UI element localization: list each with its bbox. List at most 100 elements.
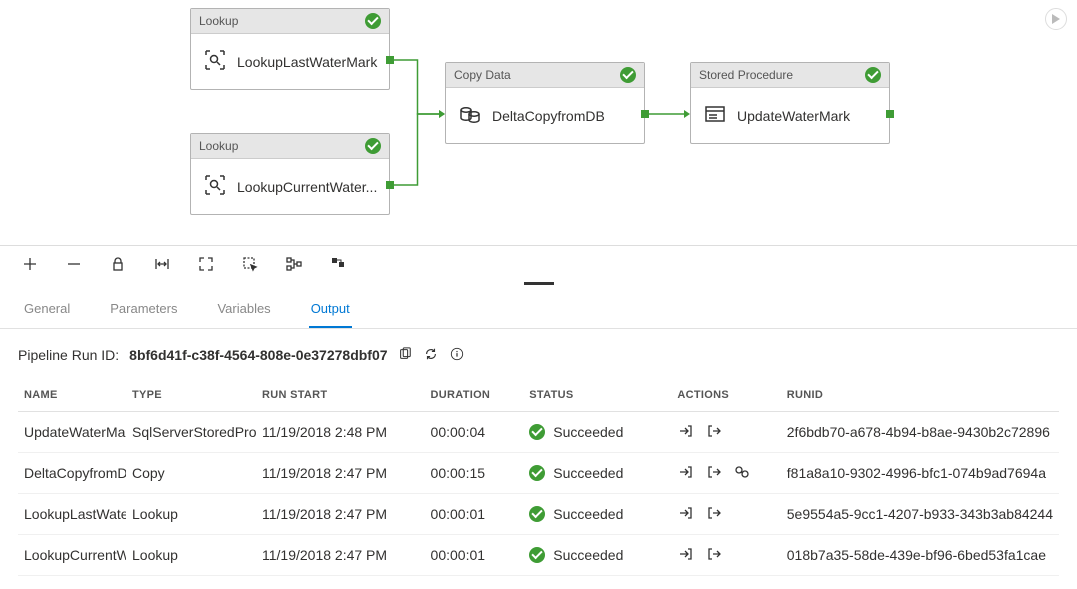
lookup-icon <box>203 173 227 200</box>
details-action-icon[interactable] <box>733 463 751 481</box>
column-header-actions[interactable]: ACTIONS <box>671 379 780 412</box>
success-status-icon <box>529 465 545 481</box>
column-header-runid[interactable]: RUNID <box>781 379 1059 412</box>
input-action-icon[interactable] <box>677 422 695 440</box>
cell-type: Lookup <box>126 535 256 576</box>
cell-type: SqlServerStoredProcedure <box>126 412 256 453</box>
tab-output[interactable]: Output <box>309 295 352 328</box>
node-type-label: Copy Data <box>454 68 511 82</box>
cell-runid: f81a8a10-9302-4996-bfc1-074b9ad7694a <box>781 453 1059 494</box>
cell-name: DeltaCopyfromDB <box>18 453 126 494</box>
success-status-icon <box>365 138 381 154</box>
cell-type: Lookup <box>126 494 256 535</box>
add-icon[interactable] <box>22 256 38 272</box>
node-header: Stored Procedure <box>691 63 889 88</box>
canvas-toolbar <box>0 245 1077 282</box>
pipeline-run-info: Pipeline Run ID: 8bf6d41f-c38f-4564-808e… <box>0 329 1077 373</box>
cell-duration: 00:00:01 <box>425 494 524 535</box>
auto-align-icon[interactable] <box>286 256 302 272</box>
activity-node-n2[interactable]: Lookup LookupCurrentWater... <box>190 133 390 215</box>
input-action-icon[interactable] <box>677 463 695 481</box>
node-body: DeltaCopyfromDB <box>446 88 644 143</box>
cell-status: Succeeded <box>523 535 671 576</box>
success-status-icon <box>529 506 545 522</box>
success-status-icon <box>529 547 545 563</box>
sproc-icon <box>703 102 727 129</box>
info-icon[interactable] <box>450 347 466 363</box>
output-port[interactable] <box>886 110 894 118</box>
fit-screen-icon[interactable] <box>198 256 214 272</box>
node-body: UpdateWaterMark <box>691 88 889 143</box>
tab-variables[interactable]: Variables <box>215 295 272 328</box>
cell-actions <box>671 494 780 535</box>
output-port[interactable] <box>386 181 394 189</box>
cell-type: Copy <box>126 453 256 494</box>
cell-runid: 018b7a35-58de-439e-bf96-6bed53fa1cae <box>781 535 1059 576</box>
fit-width-icon[interactable] <box>154 256 170 272</box>
refresh-icon[interactable] <box>424 347 440 363</box>
success-status-icon <box>529 424 545 440</box>
column-header-duration[interactable]: DURATION <box>425 379 524 412</box>
output-action-icon[interactable] <box>705 545 723 563</box>
activity-node-n3[interactable]: Copy Data DeltaCopyfromDB <box>445 62 645 144</box>
select-icon[interactable] <box>242 256 258 272</box>
success-status-icon <box>865 67 881 83</box>
copy-icon <box>458 102 482 129</box>
cell-name: LookupLastWaterMark <box>18 494 126 535</box>
table-row: DeltaCopyfromDBCopy11/19/2018 2:47 PM00:… <box>18 453 1059 494</box>
cell-status: Succeeded <box>523 412 671 453</box>
column-header-status[interactable]: STATUS <box>523 379 671 412</box>
node-name-label: LookupLastWaterMark <box>237 54 377 70</box>
cell-status: Succeeded <box>523 494 671 535</box>
node-type-label: Stored Procedure <box>699 68 793 82</box>
lookup-icon <box>203 48 227 75</box>
output-action-icon[interactable] <box>705 463 723 481</box>
column-header-run-start[interactable]: RUN START <box>256 379 425 412</box>
node-body: LookupLastWaterMark <box>191 34 389 89</box>
cell-status: Succeeded <box>523 453 671 494</box>
output-panel-tabs: General Parameters Variables Output <box>0 287 1077 329</box>
cell-duration: 00:00:15 <box>425 453 524 494</box>
remove-icon[interactable] <box>66 256 82 272</box>
cell-run-start: 11/19/2018 2:47 PM <box>256 494 425 535</box>
run-id-label: Pipeline Run ID: <box>18 347 119 363</box>
cell-runid: 2f6bdb70-a678-4b94-b8ae-9430b2c72896 <box>781 412 1059 453</box>
success-status-icon <box>620 67 636 83</box>
output-port[interactable] <box>386 56 394 64</box>
success-status-icon <box>365 13 381 29</box>
node-name-label: LookupCurrentWater... <box>237 179 377 195</box>
cell-actions <box>671 412 780 453</box>
column-header-type[interactable]: TYPE <box>126 379 256 412</box>
cell-run-start: 11/19/2018 2:48 PM <box>256 412 425 453</box>
node-body: LookupCurrentWater... <box>191 159 389 214</box>
tab-general[interactable]: General <box>22 295 72 328</box>
cell-name: UpdateWaterMark <box>18 412 126 453</box>
debug-play-button[interactable] <box>1045 8 1067 30</box>
cell-duration: 00:00:04 <box>425 412 524 453</box>
cell-runid: 5e9554a5-9cc1-4207-b933-343b3ab84244 <box>781 494 1059 535</box>
node-header: Lookup <box>191 134 389 159</box>
activity-node-n1[interactable]: Lookup LookupLastWaterMark <box>190 8 390 90</box>
run-id-value: 8bf6d41f-c38f-4564-808e-0e37278dbf07 <box>129 347 387 363</box>
table-row: LookupCurrentWaterMarkLookup11/19/2018 2… <box>18 535 1059 576</box>
group-icon[interactable] <box>330 256 346 272</box>
input-action-icon[interactable] <box>677 504 695 522</box>
cell-name: LookupCurrentWaterMark <box>18 535 126 576</box>
input-action-icon[interactable] <box>677 545 695 563</box>
pipeline-canvas[interactable]: Lookup LookupLastWaterMark Lookup LookupCur… <box>0 0 1077 245</box>
column-header-name[interactable]: NAME <box>18 379 126 412</box>
copy-runid-icon[interactable] <box>398 347 414 363</box>
output-port[interactable] <box>641 110 649 118</box>
node-header: Copy Data <box>446 63 644 88</box>
output-action-icon[interactable] <box>705 422 723 440</box>
activity-node-n4[interactable]: Stored Procedure UpdateWaterMark <box>690 62 890 144</box>
cell-duration: 00:00:01 <box>425 535 524 576</box>
tab-parameters[interactable]: Parameters <box>108 295 179 328</box>
table-row: LookupLastWaterMarkLookup11/19/2018 2:47… <box>18 494 1059 535</box>
node-header: Lookup <box>191 9 389 34</box>
cell-run-start: 11/19/2018 2:47 PM <box>256 453 425 494</box>
output-action-icon[interactable] <box>705 504 723 522</box>
lock-icon[interactable] <box>110 256 126 272</box>
node-type-label: Lookup <box>199 139 238 153</box>
table-row: UpdateWaterMarkSqlServerStoredProcedure1… <box>18 412 1059 453</box>
